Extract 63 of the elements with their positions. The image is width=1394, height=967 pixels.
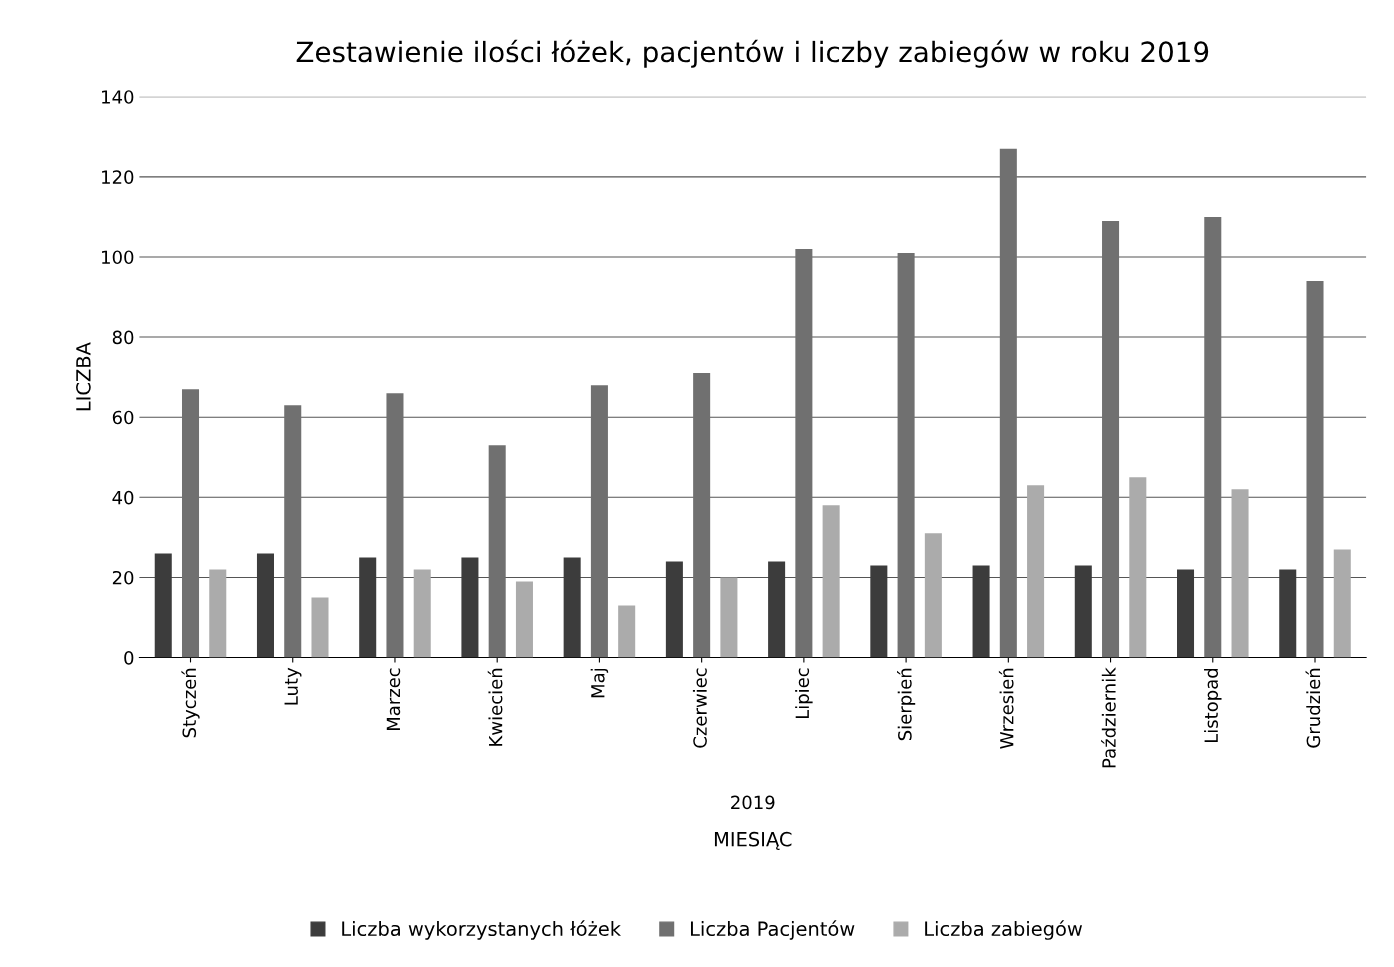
x-tick-label: Grudzień — [1305, 668, 1321, 748]
bar — [822, 505, 840, 658]
x-tick-label: Lipiec — [795, 668, 813, 719]
text: 2019 — [731, 795, 775, 810]
chart-title: Zestawienie ilości łóżek, pacjentów i liczby zabiegów w roku 2019 — [296, 39, 1209, 68]
bar — [311, 597, 329, 658]
bar — [590, 385, 608, 658]
bar — [795, 248, 813, 658]
legend-label: Liczba Pacjentów — [690, 920, 855, 940]
y-tick-label: 120 — [102, 170, 134, 184]
bar — [359, 557, 377, 658]
bar — [1177, 569, 1195, 658]
bar — [209, 569, 227, 658]
bar — [768, 561, 786, 658]
y-tick-label: 0 — [124, 651, 134, 665]
bar — [488, 445, 506, 658]
y-tick-label: 100 — [102, 250, 134, 265]
bar — [1027, 485, 1045, 658]
bar — [386, 393, 404, 658]
bar — [1102, 220, 1120, 658]
y-tick-label: 60 — [112, 410, 134, 425]
bar — [284, 405, 302, 658]
bar — [563, 557, 581, 658]
x-tick-label: Maj — [590, 668, 609, 698]
x-tick-label: Wrzesień — [998, 668, 1014, 749]
x-tick-label: Luty — [284, 667, 302, 705]
bar — [154, 553, 172, 658]
x-tick-label: Styczeń — [181, 668, 200, 738]
bar — [924, 533, 942, 658]
bar — [720, 577, 738, 658]
bar — [618, 605, 636, 658]
x-axis-title: MIESIĄC — [714, 831, 792, 851]
bar — [1204, 216, 1222, 658]
x-tick-label: Marzec — [386, 668, 401, 731]
bar — [972, 565, 990, 658]
bar — [897, 252, 915, 658]
bar — [181, 389, 200, 658]
x-tick-label: Listopad — [1204, 668, 1222, 743]
bar — [870, 565, 888, 658]
bar — [665, 561, 683, 658]
x-tick-label: Kwiecień — [487, 668, 503, 746]
bar — [1074, 565, 1092, 658]
y-axis-title: LICZBA — [76, 342, 91, 411]
bar — [1279, 569, 1297, 658]
y-tick-label: 80 — [112, 330, 134, 345]
y-tick-label: 40 — [112, 490, 134, 505]
bar — [999, 148, 1017, 658]
bar — [1306, 280, 1324, 658]
bar — [693, 373, 711, 658]
y-tick-label: 20 — [112, 570, 134, 585]
x-tick-label: Październik — [1101, 667, 1116, 768]
bar — [461, 557, 479, 658]
bar — [413, 569, 431, 658]
y-tick-label: 140 — [102, 90, 134, 104]
legend-label: Liczba zabiegów — [925, 920, 1083, 940]
x-tick-label: Sierpień — [897, 668, 916, 741]
legend-label: Liczba wykorzystanych łóżek — [342, 920, 621, 940]
bar — [1129, 477, 1147, 658]
bar — [1333, 549, 1351, 658]
bar — [515, 581, 533, 658]
bar — [1231, 489, 1249, 658]
bar — [256, 553, 274, 658]
x-tick-label: Czerwiec — [692, 668, 707, 748]
